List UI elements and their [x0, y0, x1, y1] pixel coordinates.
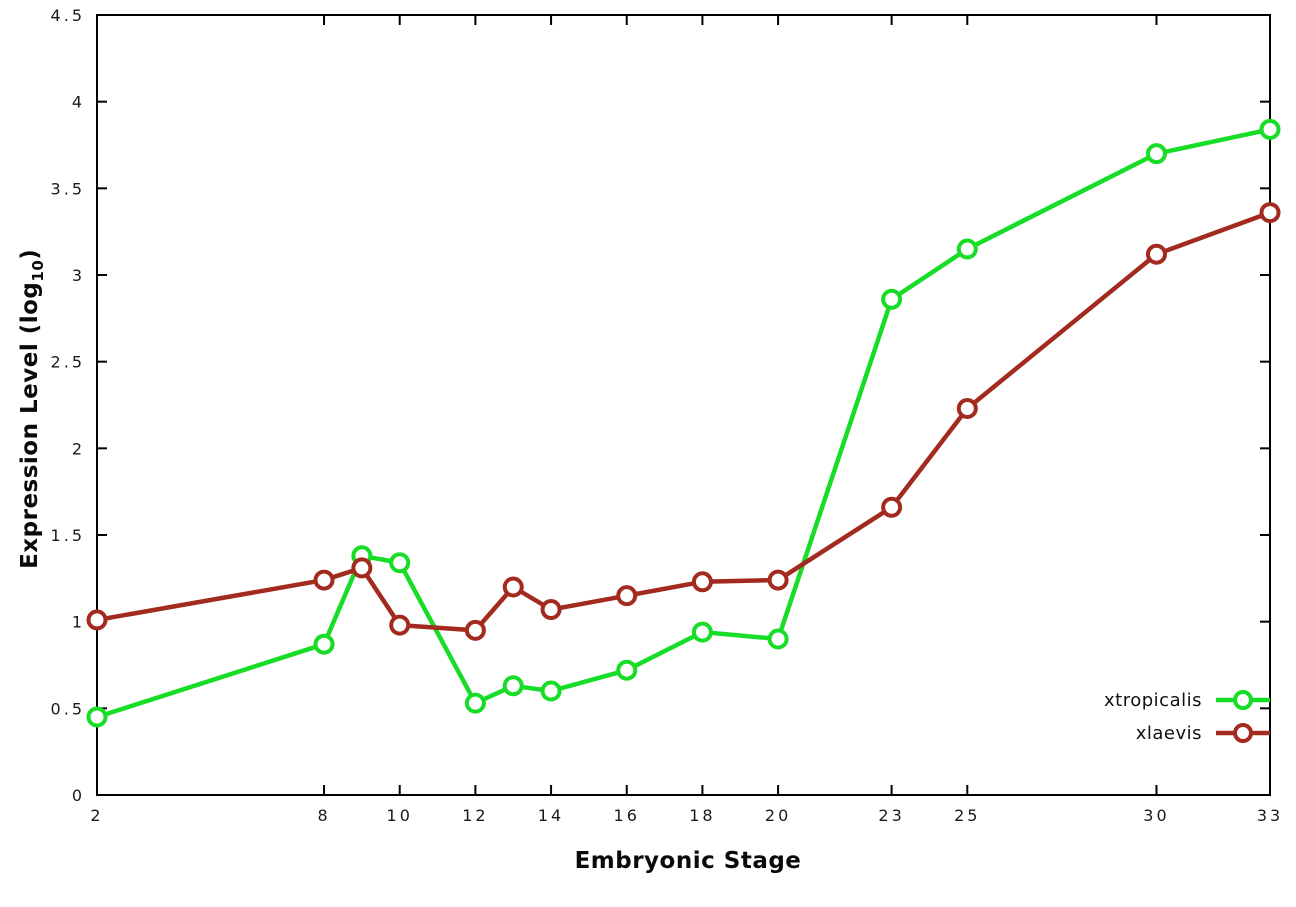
x-tick-label: 14 — [538, 806, 564, 825]
data-point-xlaevis — [691, 571, 713, 593]
data-point-xtropicalis — [767, 628, 789, 650]
y-tick-label: 3 — [72, 266, 85, 285]
data-point-xtropicalis — [389, 552, 411, 574]
data-point-xlaevis — [956, 397, 978, 419]
data-point-xtropicalis — [502, 675, 524, 697]
x-axis-label: Embryonic Stage — [574, 848, 802, 874]
data-point-xtropicalis — [881, 288, 903, 310]
data-point-xlaevis — [86, 609, 108, 631]
data-point-xtropicalis — [956, 238, 978, 260]
legend-item-xtropicalis: xtropicalis — [1104, 688, 1272, 712]
data-point-xlaevis — [502, 576, 524, 598]
y-tick-label: 4 — [72, 93, 85, 112]
y-axis-label-close: ) — [17, 248, 44, 260]
x-tick-label: 18 — [689, 806, 715, 825]
y-axis-label-subscript: 10 — [28, 259, 47, 282]
data-point-xlaevis — [389, 614, 411, 636]
legend-swatch-xtropicalis — [1216, 690, 1270, 710]
x-tick-label: 25 — [954, 806, 980, 825]
data-point-xtropicalis — [540, 680, 562, 702]
data-point-xlaevis — [464, 619, 486, 641]
data-point-xtropicalis — [86, 706, 108, 728]
data-point-xtropicalis — [313, 633, 335, 655]
y-tick-label: 2 — [72, 439, 85, 458]
x-tick-label: 20 — [765, 806, 791, 825]
x-tick-label: 16 — [614, 806, 640, 825]
data-point-xtropicalis — [616, 659, 638, 681]
x-tick-label: 12 — [462, 806, 488, 825]
x-tick-label: 33 — [1257, 806, 1283, 825]
data-point-xtropicalis — [1259, 118, 1281, 140]
data-point-xlaevis — [540, 599, 562, 621]
data-point-xlaevis — [1259, 202, 1281, 224]
series-line-xlaevis — [94, 210, 1273, 633]
data-point-xlaevis — [881, 496, 903, 518]
x-tick-label: 10 — [387, 806, 413, 825]
data-point-xlaevis — [351, 557, 373, 579]
y-tick-label: 1.5 — [51, 526, 85, 545]
legend-item-xlaevis: xlaevis — [1136, 721, 1272, 745]
data-point-xlaevis — [767, 569, 789, 591]
y-tick-label: 3.5 — [51, 179, 85, 198]
x-tick-label: 30 — [1143, 806, 1169, 825]
data-point-xlaevis — [1145, 243, 1167, 265]
data-point-xtropicalis — [1145, 143, 1167, 165]
x-tick-label: 8 — [317, 806, 330, 825]
legend-swatch-xlaevis — [1216, 723, 1270, 743]
y-tick-label: 4.5 — [51, 6, 85, 25]
x-tick-label: 2 — [90, 806, 103, 825]
legend: xtropicalis xlaevis — [1104, 688, 1272, 745]
legend-label-xlaevis: xlaevis — [1135, 722, 1202, 744]
data-point-xtropicalis — [464, 692, 486, 714]
y-axis-label-text: Expression Level (log — [17, 281, 44, 569]
data-point-xtropicalis — [691, 621, 713, 643]
series-line-xtropicalis — [94, 127, 1273, 720]
x-tick-label: 23 — [878, 806, 904, 825]
legend-label-xtropicalis: xtropicalis — [1104, 689, 1202, 711]
y-tick-label: 1 — [72, 613, 85, 632]
data-point-xlaevis — [616, 585, 638, 607]
data-point-xlaevis — [313, 569, 335, 591]
plot-frame — [96, 14, 1271, 796]
y-tick-label: 0.5 — [51, 699, 85, 718]
y-tick-label: 2.5 — [51, 353, 85, 372]
y-tick-label: 0 — [72, 786, 85, 805]
y-axis-label: Expression Level (log10) — [17, 229, 47, 589]
